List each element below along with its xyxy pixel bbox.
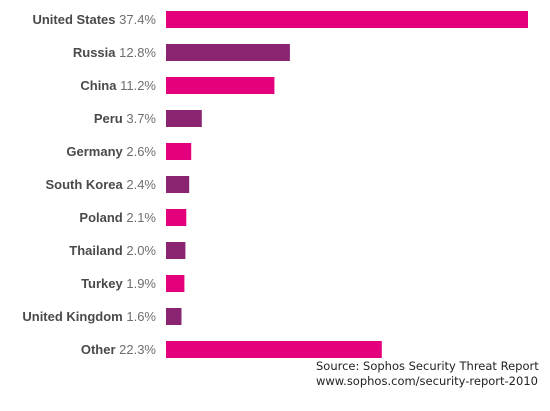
category-label-thailand: Thailand 2.0%	[69, 243, 156, 258]
category-label-germany: Germany 2.6%	[66, 144, 156, 159]
value-label: 11.2%	[120, 78, 156, 93]
category-name: Thailand	[69, 243, 126, 258]
category-name: Russia	[73, 45, 119, 60]
category-name: Other	[81, 342, 119, 357]
value-label: 2.1%	[126, 210, 156, 225]
category-name: Germany	[66, 144, 126, 159]
bar-china	[166, 77, 275, 94]
bar-thailand	[166, 242, 186, 259]
category-label-peru: Peru 3.7%	[94, 111, 157, 126]
value-label: 3.7%	[126, 111, 156, 126]
value-label: 12.8%	[119, 45, 156, 60]
bar-turkey	[166, 275, 185, 292]
source-line-2: www.sophos.com/security-report-2010	[316, 374, 538, 388]
value-label: 2.4%	[126, 177, 156, 192]
bar-peru	[166, 110, 202, 127]
bar-united-states	[166, 11, 528, 28]
value-label: 1.6%	[126, 309, 156, 324]
category-name: Poland	[79, 210, 126, 225]
category-name: Turkey	[81, 276, 126, 291]
value-label: 1.9%	[126, 276, 156, 291]
source-line-1: Source: Sophos Security Threat Report	[316, 359, 539, 373]
category-label-united-kingdom: United Kingdom 1.6%	[22, 309, 156, 324]
bar-germany	[166, 143, 192, 160]
bars-group	[166, 11, 528, 358]
category-labels-group: United States 37.4% Russia 12.8% China 11.…	[22, 12, 156, 357]
bar-south-korea	[166, 176, 190, 193]
category-label-turkey: Turkey 1.9%	[81, 276, 156, 291]
value-label: 37.4%	[119, 12, 156, 27]
category-name: South Korea	[45, 177, 126, 192]
category-name: United States	[32, 12, 119, 27]
value-label: 22.3%	[119, 342, 156, 357]
category-label-other: Other 22.3%	[81, 342, 157, 357]
value-label: 2.0%	[126, 243, 156, 258]
category-label-china: China 11.2%	[80, 78, 156, 93]
category-name: China	[80, 78, 120, 93]
category-label-south-korea: South Korea 2.4%	[45, 177, 156, 192]
value-label: 2.6%	[126, 144, 156, 159]
category-label-united-states: United States 37.4%	[32, 12, 156, 27]
category-label-russia: Russia 12.8%	[73, 45, 157, 60]
category-label-poland: Poland 2.1%	[79, 210, 156, 225]
bar-russia	[166, 44, 290, 61]
bar-poland	[166, 209, 187, 226]
category-name: Peru	[94, 111, 127, 126]
bar-united-kingdom	[166, 308, 182, 325]
bar-other	[166, 341, 382, 358]
category-name: United Kingdom	[22, 309, 126, 324]
